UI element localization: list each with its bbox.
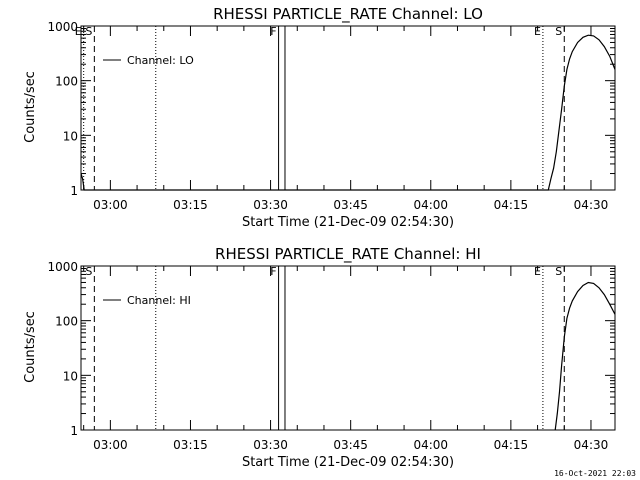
x-tick-label: 03:00 <box>93 198 128 212</box>
y-tick-label: 1000 <box>47 260 78 274</box>
legend-label: Channel: HI <box>127 294 191 307</box>
y-tick-label: 1000 <box>47 20 78 34</box>
series-line <box>554 281 616 431</box>
x-tick-label: 04:15 <box>494 198 529 212</box>
chart-panel-hi: RHESSI PARTICLE_RATE Channel: HI Start T… <box>23 245 616 470</box>
series-line <box>80 34 616 191</box>
y-tick-label: 10 <box>63 129 78 143</box>
chart-panel-lo: RHESSI PARTICLE_RATE Channel: LO Start T… <box>23 5 616 230</box>
x-axis-label: Start Time (21-Dec-09 02:54:30) <box>242 455 454 470</box>
x-tick-label: 04:30 <box>574 198 609 212</box>
x-tick-label: 03:45 <box>333 198 368 212</box>
event-marker-label: F <box>270 265 276 278</box>
x-tick-label: 04:00 <box>413 438 448 452</box>
x-tick-label: 04:15 <box>494 438 529 452</box>
event-marker-label: S <box>85 25 92 38</box>
y-tick-label: 1 <box>70 184 78 198</box>
y-axis-label: Counts/sec <box>23 71 38 143</box>
x-tick-label: 03:00 <box>93 438 128 452</box>
x-tick-label: 04:30 <box>574 438 609 452</box>
plot-frame <box>80 25 616 191</box>
y-tick-label: 100 <box>55 75 78 89</box>
chart-title: RHESSI PARTICLE_RATE Channel: LO <box>213 5 483 24</box>
event-marker-label: E <box>534 265 541 278</box>
x-tick-label: 03:30 <box>253 438 288 452</box>
legend-label: Channel: LO <box>127 54 194 67</box>
y-axis-label: Counts/sec <box>23 311 38 383</box>
event-marker-label: E <box>534 25 541 38</box>
x-tick-label: 03:15 <box>173 198 208 212</box>
x-axis-label: Start Time (21-Dec-09 02:54:30) <box>242 215 454 230</box>
plot-frame <box>80 265 616 431</box>
event-marker-label: S <box>555 25 562 38</box>
chart-title: RHESSI PARTICLE_RATE Channel: HI <box>215 245 481 264</box>
event-marker-label: F <box>270 25 276 38</box>
x-tick-label: 04:00 <box>413 198 448 212</box>
x-tick-label: 03:45 <box>333 438 368 452</box>
x-tick-label: 03:15 <box>173 438 208 452</box>
event-marker-label: E <box>75 25 82 38</box>
footer-timestamp: 16-Oct-2021 22:03 <box>554 469 636 478</box>
event-marker-label: S <box>85 265 92 278</box>
event-marker-label: S <box>555 265 562 278</box>
y-tick-label: 100 <box>55 315 78 329</box>
y-tick-label: 1 <box>70 424 78 438</box>
x-tick-label: 03:30 <box>253 198 288 212</box>
y-tick-label: 10 <box>63 369 78 383</box>
